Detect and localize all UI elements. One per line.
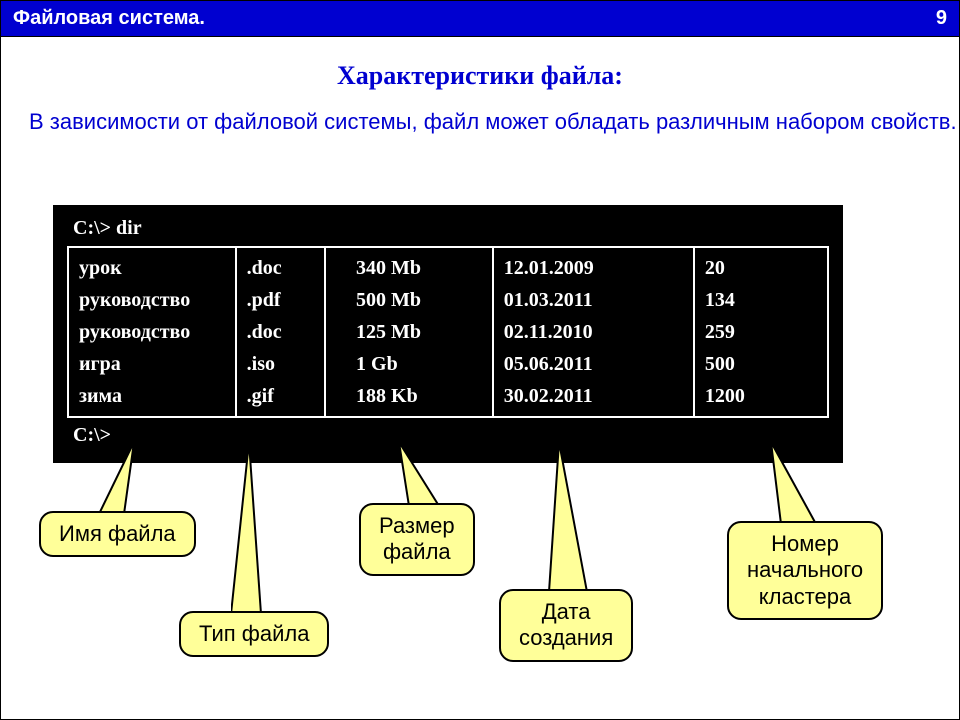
- callout-label: создания: [519, 625, 613, 651]
- callout-filename: Имя файла: [39, 511, 196, 557]
- callout-label: кластера: [747, 584, 863, 610]
- cell: 134: [705, 284, 817, 316]
- cell: урок: [79, 252, 225, 284]
- callout-label: Номер: [747, 531, 863, 557]
- cell: .gif: [247, 380, 314, 412]
- page-heading: Характеристики файла:: [1, 61, 959, 91]
- cell: 500: [705, 348, 817, 380]
- cell: 30.02.2011: [504, 380, 683, 412]
- cell: 500 Mb: [356, 284, 482, 316]
- header-title: Файловая система.: [13, 7, 205, 30]
- callout-filesize: Размер файла: [359, 503, 475, 576]
- callout-tail-icon: [99, 442, 149, 522]
- cell: 20: [705, 252, 817, 284]
- callout-label: Дата: [519, 599, 613, 625]
- cell: 1200: [705, 380, 817, 412]
- cell: 340 Mb: [356, 252, 482, 284]
- cell: 259: [705, 316, 817, 348]
- console-window: C:\> dir урок руководство руководство иг…: [53, 205, 843, 463]
- cell: зима: [79, 380, 225, 412]
- callout-label: файла: [379, 539, 455, 565]
- cell: 12.01.2009: [504, 252, 683, 284]
- col-size: 340 Mb 500 Mb 125 Mb 1 Gb 188 Kb: [325, 247, 493, 417]
- cell: 125 Mb: [356, 316, 482, 348]
- header-bar: Файловая система. 9: [1, 1, 959, 37]
- callout-label: Размер: [379, 513, 455, 539]
- cell: 188 Kb: [356, 380, 482, 412]
- callout-tail-icon: [761, 442, 831, 532]
- cell: игра: [79, 348, 225, 380]
- cell: руководство: [79, 316, 225, 348]
- file-table: урок руководство руководство игра зима .…: [67, 246, 829, 418]
- prompt-top: C:\> dir: [67, 215, 829, 246]
- callout-tail-icon: [231, 442, 291, 622]
- col-name: урок руководство руководство игра зима: [68, 247, 236, 417]
- cell: .doc: [247, 252, 314, 284]
- page-subtitle: В зависимости от файловой системы, файл …: [29, 107, 959, 137]
- cell: руководство: [79, 284, 225, 316]
- cell: .pdf: [247, 284, 314, 316]
- callout-label: Тип файла: [199, 621, 309, 646]
- callout-label: начального: [747, 557, 863, 583]
- page-number: 9: [936, 7, 947, 30]
- callout-label: Имя файла: [59, 521, 176, 546]
- cell: .doc: [247, 316, 314, 348]
- callout-filetype: Тип файла: [179, 611, 329, 657]
- cell: 05.06.2011: [504, 348, 683, 380]
- callout-cluster: Номер начального кластера: [727, 521, 883, 620]
- col-ext: .doc .pdf .doc .iso .gif: [236, 247, 325, 417]
- callout-date: Дата создания: [499, 589, 633, 662]
- callout-tail-icon: [389, 442, 449, 512]
- callout-tail-icon: [539, 442, 609, 602]
- cell: 01.03.2011: [504, 284, 683, 316]
- cell: 1 Gb: [356, 348, 482, 380]
- col-date: 12.01.2009 01.03.2011 02.11.2010 05.06.2…: [493, 247, 694, 417]
- col-cluster: 20 134 259 500 1200: [694, 247, 828, 417]
- cell: .iso: [247, 348, 314, 380]
- cell: 02.11.2010: [504, 316, 683, 348]
